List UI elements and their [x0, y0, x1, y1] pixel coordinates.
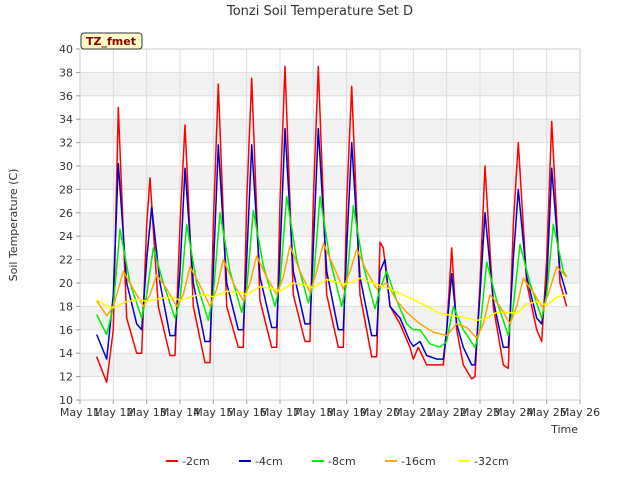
series-line--32cm	[96, 277, 567, 322]
y-tick-label: 28	[59, 183, 73, 196]
legend: -2cm -4cm -8cm -16cm -32cm	[166, 455, 509, 468]
y-tick-label: 38	[59, 66, 73, 79]
y-tick-label: 18	[59, 300, 73, 313]
x-tick-label: May 15	[193, 406, 233, 419]
y-tick-label: 16	[59, 324, 73, 337]
legend-label: -2cm	[182, 455, 210, 468]
plot-frame	[79, 48, 581, 401]
background-band	[80, 353, 580, 377]
background-band	[80, 119, 580, 143]
x-tick-label: May 24	[493, 406, 533, 419]
x-tick-label: May 17	[260, 406, 300, 419]
background-band	[80, 212, 580, 237]
background-band	[80, 259, 580, 283]
y-axis-ticks: 10 12 14 16 18 20 22 24 26 28 30 32 34 36 38 40	[59, 43, 80, 407]
y-tick-label: 40	[59, 43, 73, 56]
y-tick-label: 30	[59, 160, 73, 173]
chart-title: Tonzi Soil Temperature Set D	[226, 4, 413, 19]
series-lines	[96, 65, 568, 384]
y-tick-label: 12	[59, 371, 73, 384]
legend-label: -32cm	[474, 455, 509, 468]
series-line--8cm	[96, 195, 568, 349]
x-tick-label: May 26	[560, 406, 600, 419]
legend-label: -16cm	[401, 455, 436, 468]
y-tick-label: 26	[59, 207, 73, 220]
x-tick-label: May 18	[293, 406, 333, 419]
x-tick-label: May 22	[427, 406, 467, 419]
y-tick-label: 22	[59, 254, 73, 267]
annotation-box	[80, 32, 143, 50]
y-tick-label: 10	[59, 394, 73, 407]
x-tick-label: May 19	[327, 406, 367, 419]
x-tick-label: May 13	[127, 406, 167, 419]
x-tick-label: May 21	[393, 406, 433, 419]
annotation-label: TZ_fmet	[86, 35, 136, 48]
series-line--2cm	[96, 65, 568, 384]
legend-label: -8cm	[328, 455, 356, 468]
x-tick-label: May 14	[160, 406, 200, 419]
y-tick-label: 20	[59, 277, 73, 290]
x-tick-label: May 12	[93, 406, 133, 419]
x-axis-label: Time	[550, 423, 578, 436]
x-tick-label: May 25	[527, 406, 567, 419]
x-tick-label: May 16	[227, 406, 267, 419]
background-band	[80, 72, 580, 96]
y-tick-label: 24	[59, 230, 73, 243]
y-tick-label: 36	[59, 90, 73, 103]
y-tick-label: 32	[59, 137, 73, 150]
plot-background-bands	[80, 72, 580, 377]
legend-label: -4cm	[255, 455, 283, 468]
y-axis-label: Soil Temperature (C)	[7, 169, 20, 282]
x-tick-label: May 23	[460, 406, 500, 419]
series-line--16cm	[96, 242, 568, 339]
x-tick-label: May 20	[360, 406, 400, 419]
tz-fmet-annotation: TZ_fmet	[80, 32, 143, 50]
y-tick-label: 34	[59, 113, 73, 126]
background-band	[80, 166, 580, 190]
x-tick-label: May 11	[60, 406, 100, 419]
series-line--4cm	[96, 127, 568, 366]
y-tick-label: 14	[59, 347, 73, 360]
